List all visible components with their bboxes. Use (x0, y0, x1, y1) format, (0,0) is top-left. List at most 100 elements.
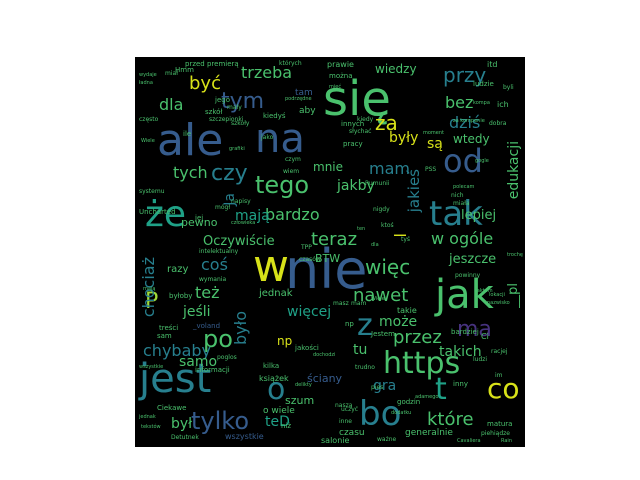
word: godzin (397, 398, 421, 406)
word: uczyć (341, 406, 359, 413)
word: bo (359, 394, 402, 434)
word: byli (503, 84, 514, 91)
word: mają (143, 286, 156, 292)
word: napisy (231, 198, 251, 205)
word: czasu (339, 428, 365, 438)
word: intelektualny (199, 248, 239, 255)
word: niż (281, 422, 292, 430)
word: słychać (349, 128, 372, 135)
word: salonie (321, 436, 350, 445)
word: trzeba (241, 63, 293, 82)
word: moment (423, 130, 445, 136)
word: im (495, 372, 503, 379)
word: mały (227, 104, 242, 111)
word: jakieś (405, 169, 423, 213)
word: trochę (507, 252, 523, 258)
word: przez (393, 327, 442, 348)
word: wiem (283, 168, 300, 175)
word: jak (435, 272, 494, 318)
word: jeszcze (449, 252, 497, 267)
word: pies (371, 384, 384, 391)
word: książek (259, 374, 289, 383)
word: nie (285, 238, 368, 301)
word: jej (195, 214, 204, 222)
word: tym (221, 89, 265, 114)
word: dla (371, 242, 379, 248)
word: dochodzi (313, 352, 336, 358)
word: tych (173, 163, 208, 182)
word: mam (351, 300, 367, 307)
word: nazwisko (487, 300, 510, 306)
word: bardzo (265, 205, 320, 224)
word: których (279, 60, 302, 67)
word: t (435, 372, 447, 407)
word: nawet (353, 285, 409, 306)
word: Cavaliera (457, 438, 481, 444)
word: faktem (475, 288, 493, 294)
word: wtedy (453, 132, 490, 146)
word: ma (457, 317, 492, 342)
word: w (253, 241, 289, 292)
word: pracy (343, 140, 363, 148)
word: lokacji (489, 292, 505, 298)
word: np (277, 334, 293, 348)
word: być (189, 73, 221, 94)
word: ich (497, 100, 509, 109)
word: czym (285, 156, 301, 163)
word: jeśli (183, 304, 211, 320)
word: od (443, 142, 483, 180)
word: były (389, 130, 419, 146)
word: dla (159, 95, 184, 114)
word: czy (211, 161, 248, 186)
word: też (195, 283, 220, 302)
word: byłoby (169, 292, 193, 300)
word: Rain (501, 438, 512, 444)
word: przy (443, 63, 487, 87)
word: było (231, 311, 250, 345)
word: delikty (295, 382, 312, 388)
word: o (267, 372, 286, 407)
word: aby (299, 106, 316, 116)
word: można (329, 72, 353, 80)
word: np (345, 320, 354, 328)
word: które (427, 409, 474, 430)
word: ładna (139, 80, 153, 86)
word: Jestem (371, 330, 395, 338)
word: gra (373, 378, 397, 394)
word-cloud-canvas: się nie ale na jest jak w że tak od bo h… (135, 57, 525, 447)
word: tyś (401, 236, 411, 243)
word: Oczywiście (203, 234, 275, 249)
word: może (379, 314, 418, 330)
word: https (383, 346, 461, 381)
word: TPP (301, 244, 312, 251)
word: treści (159, 324, 179, 332)
word: o wiele (263, 406, 295, 416)
word: lepiej (461, 208, 497, 223)
word: ludzie (473, 80, 494, 88)
word: szkoły (231, 120, 250, 127)
word: w ogóle (431, 229, 494, 248)
word: szczepionki (209, 116, 244, 123)
word: nigdy (373, 206, 390, 213)
word: itd (487, 60, 498, 69)
word: więc (365, 255, 411, 279)
word: jakby (337, 178, 375, 194)
word: są (427, 136, 443, 152)
word: takich (439, 344, 482, 360)
word: ludzi (473, 356, 488, 363)
word: Detutnek (171, 434, 199, 441)
word: edukacji (506, 141, 522, 200)
word: kiedy (357, 116, 374, 123)
word: jakości (295, 344, 319, 352)
word: tekstów (141, 424, 161, 430)
word: tu (353, 342, 368, 358)
word: szkół (205, 108, 223, 116)
word: dziś (449, 113, 481, 132)
word: informacji (195, 366, 230, 374)
word: inny (453, 380, 468, 388)
word: był (171, 416, 193, 432)
word: racjej (491, 348, 508, 355)
word: co (487, 372, 520, 405)
word: grafiki (229, 146, 245, 152)
word: teraz (311, 229, 358, 250)
